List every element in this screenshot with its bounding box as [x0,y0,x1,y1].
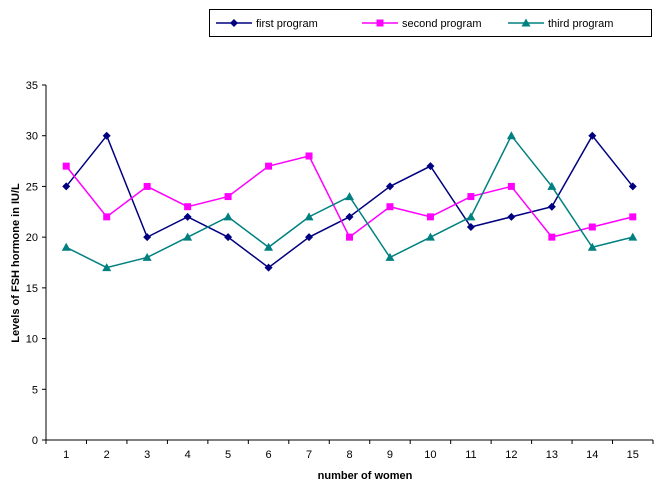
x-tick-label: 2 [104,449,110,461]
data-point [103,213,111,221]
y-axis-title: Levels of FSH hormone in IU/L [10,183,22,343]
data-point [628,182,637,191]
y-tick-label: 20 [26,232,38,244]
legend-marker [521,18,531,27]
data-point [224,193,232,201]
data-point [264,242,274,251]
data-point [467,193,475,201]
x-tick-label: 5 [225,449,231,461]
data-point [304,212,314,221]
data-point [345,192,354,201]
data-point [548,233,556,241]
x-tick-label: 8 [346,449,352,461]
x-tick-label: 14 [586,449,598,461]
data-point [183,212,192,221]
y-tick-label: 35 [26,80,38,92]
data-point [305,152,313,160]
y-tick-label: 10 [26,334,38,346]
x-tick-label: 9 [387,449,393,461]
data-point [385,182,394,191]
data-point [547,181,557,190]
legend-marker [376,19,384,27]
data-point [223,212,233,221]
y-tick-label: 0 [32,435,38,447]
series-third-program [61,131,638,272]
y-tick-label: 30 [26,131,38,143]
data-point [506,131,516,140]
y-tick-label: 15 [26,283,38,295]
data-point [385,252,395,261]
data-point [305,233,314,242]
data-point [224,233,233,242]
data-point [184,203,192,211]
data-point [588,223,596,231]
series-second-program [62,152,637,241]
data-point [345,212,354,221]
x-tick-label: 15 [627,449,639,461]
data-point [547,202,556,211]
x-tick-label: 11 [465,449,476,461]
y-tick-label: 25 [26,181,38,193]
data-point [629,213,637,221]
x-tick-label: 10 [424,449,436,461]
series-first-program [62,131,637,272]
data-point [466,223,475,231]
data-point [386,203,394,211]
data-point [507,212,516,221]
data-point [143,182,151,190]
data-point [466,212,476,221]
x-tick-label: 7 [306,449,312,461]
data-point [183,232,193,241]
data-point [346,233,353,241]
data-point [102,263,112,272]
x-tick-label: 4 [185,449,191,461]
x-tick-label: 6 [266,449,272,461]
x-axis-title: number of women [318,470,413,482]
legend-box [209,9,652,37]
data-point [62,162,70,170]
data-point [425,232,435,241]
y-tick-label: 5 [32,384,38,396]
data-point [588,131,597,140]
legend-label: third program [548,18,613,30]
data-point [426,162,435,171]
data-point [426,213,434,221]
data-point [143,233,152,242]
legend-label: second program [402,18,482,30]
x-tick-label: 12 [505,449,517,461]
series-line [65,134,634,269]
series-layer [61,131,638,272]
x-tick-label: 13 [546,449,558,461]
data-point [507,182,515,190]
legend: first program second program third program [209,9,652,37]
series-line [65,134,633,269]
data-point [142,252,152,261]
x-tick-label: 3 [144,449,150,461]
data-point [102,131,111,140]
legend-marker [230,19,238,27]
data-point [61,242,71,251]
legend-label: first program [256,18,318,30]
data-point [264,263,273,272]
data-point [628,232,638,241]
data-point [587,242,597,251]
x-tick-label: 1 [63,449,69,461]
data-point [265,162,273,170]
data-point [62,182,71,191]
